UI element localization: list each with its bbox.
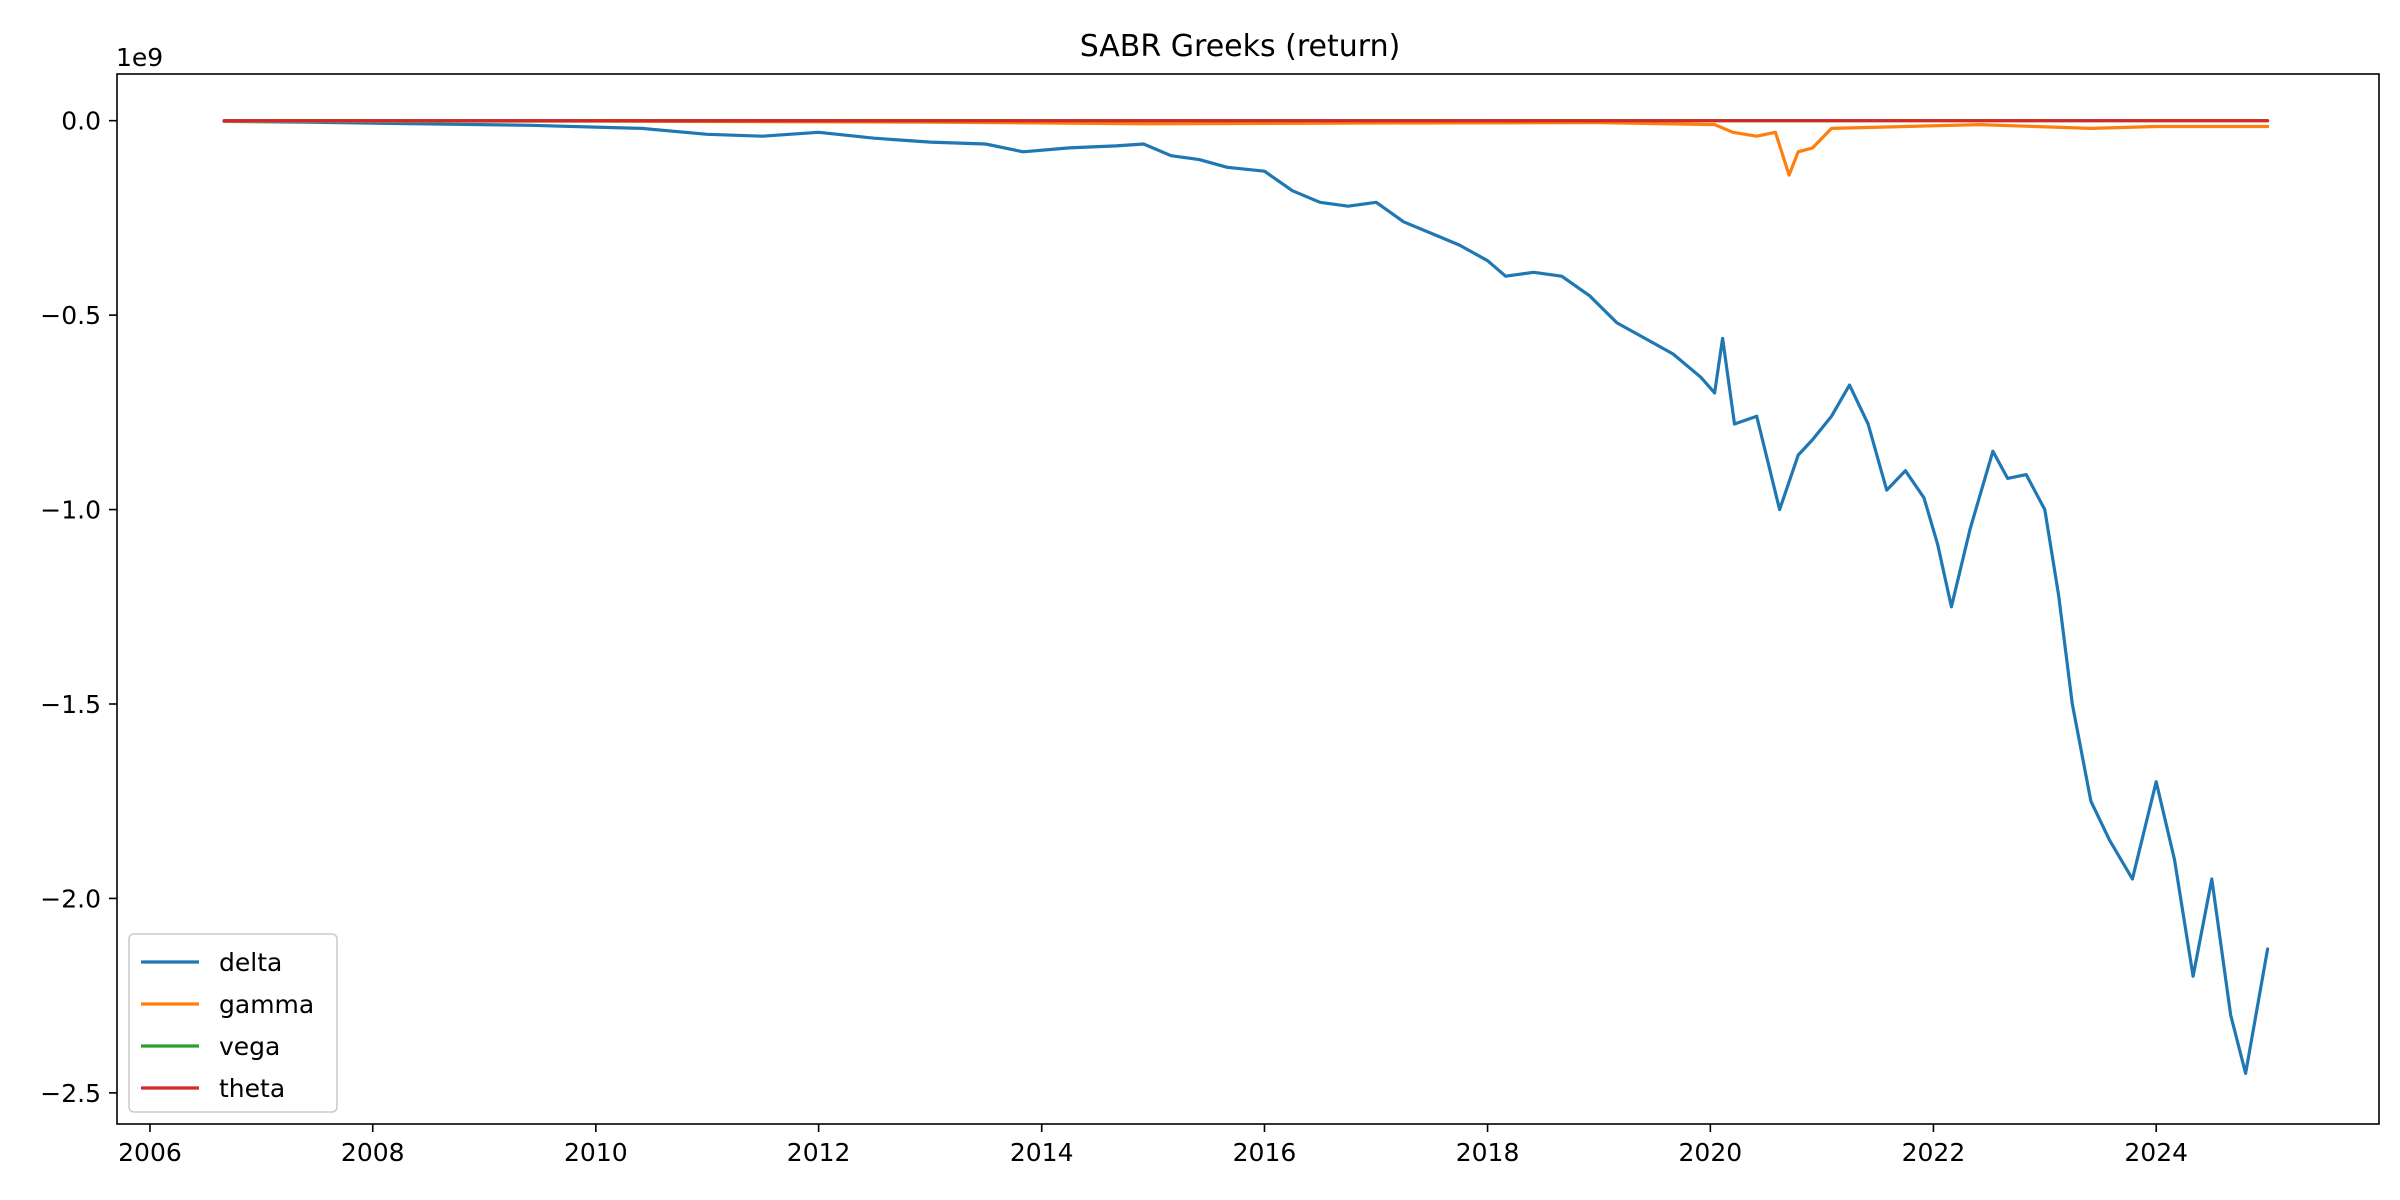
x-tick-label: 2012	[787, 1138, 851, 1167]
x-tick-label: 2016	[1233, 1138, 1297, 1167]
y-axis: 0.0 −0.5 −1.0 −1.5 −2.0 −2.5	[40, 107, 117, 1108]
legend-label-gamma: gamma	[219, 990, 314, 1019]
series-line-delta	[222, 119, 2270, 1075]
y-tick-label: −2.5	[40, 1079, 101, 1108]
x-axis: 2006 2008 2010 2012 2014 2016 2018 2020 2022 2024	[118, 1124, 2188, 1167]
x-tick-label: 2020	[1679, 1138, 1743, 1167]
y-tick-label: 0.0	[61, 107, 101, 136]
chart-title: SABR Greeks (return)	[1080, 29, 1401, 64]
legend-box	[128, 933, 338, 1113]
legend: delta gamma vega theta	[128, 933, 338, 1113]
y-tick-label: −1.5	[40, 690, 101, 719]
x-tick-label: 2018	[1456, 1138, 1520, 1167]
y-tick-label: −1.0	[40, 496, 101, 525]
plot-frame	[116, 73, 2380, 1125]
y-tick-label: −0.5	[40, 301, 101, 330]
x-tick-label: 2014	[1010, 1138, 1074, 1167]
x-tick-label: 2022	[1902, 1138, 1966, 1167]
y-offset-label: 1e9	[116, 43, 163, 72]
x-tick-label: 2010	[564, 1138, 628, 1167]
y-tick-label: −2.0	[40, 884, 101, 913]
series-line-gamma	[222, 119, 2270, 177]
x-tick-label: 2024	[2124, 1138, 2188, 1167]
legend-label-vega: vega	[219, 1032, 280, 1061]
x-tick-label: 2006	[118, 1138, 182, 1167]
x-tick-label: 2008	[341, 1138, 405, 1167]
legend-label-theta: theta	[219, 1074, 285, 1103]
legend-label-delta: delta	[219, 948, 282, 977]
series-layer	[222, 119, 2270, 1075]
